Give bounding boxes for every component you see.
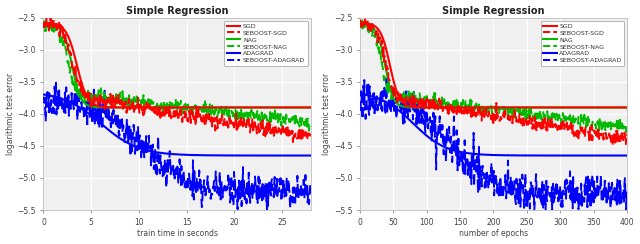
X-axis label: number of epochs: number of epochs [459, 229, 528, 238]
X-axis label: train time in seconds: train time in seconds [136, 229, 218, 238]
Legend: SGD, SEBOOST-SGD, NAG, SEBOOST-NAG, ADAGRAD, SEBOOST-ADAGRAD: SGD, SEBOOST-SGD, NAG, SEBOOST-NAG, ADAG… [541, 21, 624, 66]
Legend: SGD, SEBOOST-SGD, NAG, SEBOOST-NAG, ADAGRAD, SEBOOST-ADAGRAD: SGD, SEBOOST-SGD, NAG, SEBOOST-NAG, ADAG… [224, 21, 308, 66]
Y-axis label: logarithmic test error: logarithmic test error [322, 73, 331, 155]
Title: Simple Regression: Simple Regression [442, 6, 545, 16]
Title: Simple Regression: Simple Regression [126, 6, 228, 16]
Y-axis label: logarithmic test error: logarithmic test error [6, 73, 15, 155]
